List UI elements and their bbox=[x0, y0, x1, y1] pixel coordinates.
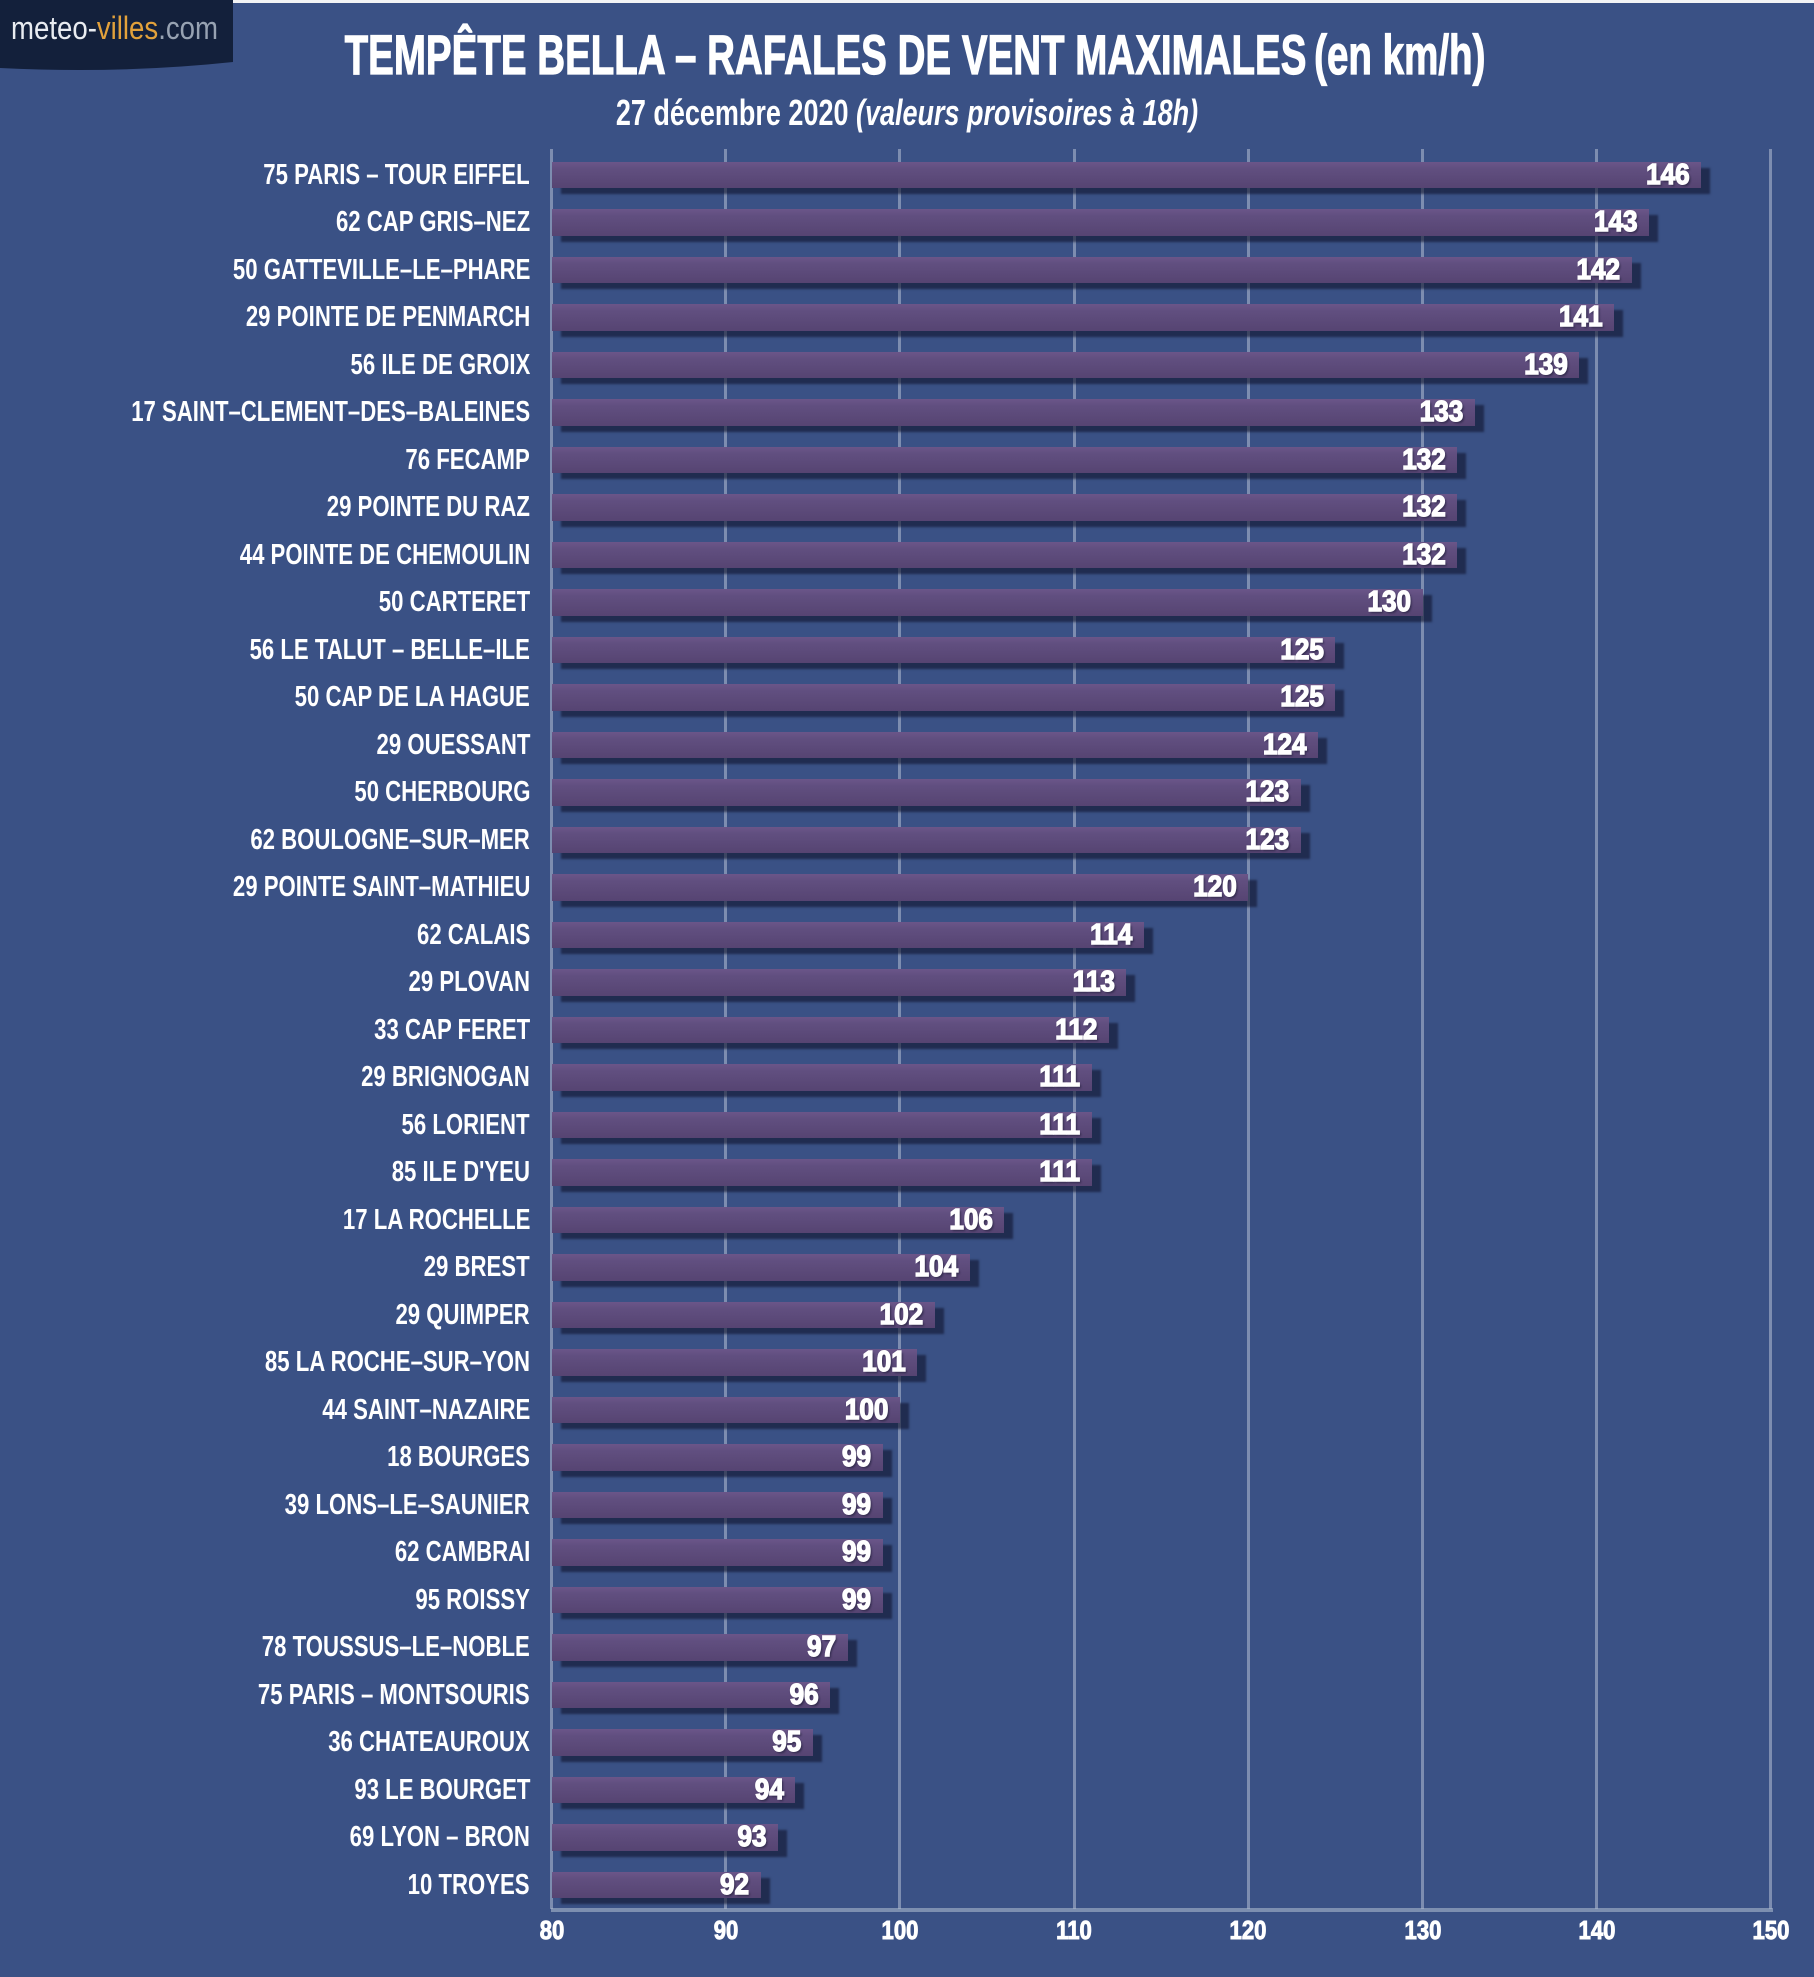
svg-text:meteo-villes.com: meteo-villes.com bbox=[11, 10, 218, 46]
